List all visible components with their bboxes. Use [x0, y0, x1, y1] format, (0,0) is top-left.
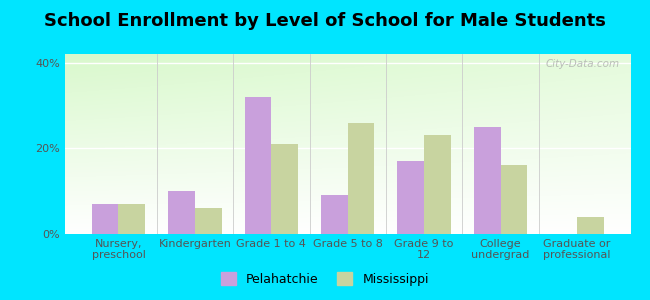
- Bar: [397, 161, 424, 234]
- Bar: [500, 165, 527, 234]
- Bar: [348, 123, 374, 234]
- Bar: [271, 144, 298, 234]
- Legend: Pelahatchie, Mississippi: Pelahatchie, Mississippi: [216, 267, 434, 291]
- Bar: [168, 191, 195, 234]
- Bar: [118, 204, 145, 234]
- Text: City-Data.com: City-Data.com: [545, 59, 619, 69]
- Bar: [424, 135, 451, 234]
- Bar: [474, 127, 500, 234]
- Bar: [577, 217, 604, 234]
- Bar: [195, 208, 222, 234]
- Text: School Enrollment by Level of School for Male Students: School Enrollment by Level of School for…: [44, 12, 606, 30]
- Bar: [92, 204, 118, 234]
- Bar: [321, 195, 348, 234]
- Bar: [244, 97, 271, 234]
